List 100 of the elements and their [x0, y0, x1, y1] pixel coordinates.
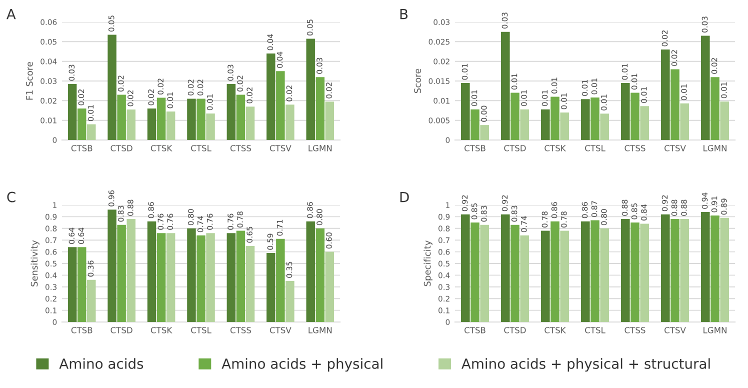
bar [226, 84, 236, 140]
bar [77, 247, 86, 322]
bar [206, 233, 215, 322]
x-tick-label: CTSD [110, 327, 132, 334]
x-tick-label: CTSK [150, 327, 172, 334]
bar [325, 252, 334, 322]
bar [670, 69, 680, 140]
x-tick-label: CTSB [71, 327, 92, 334]
bar [246, 106, 255, 140]
bar [187, 98, 196, 140]
legend-label: Amino acids + physical + structural [462, 358, 710, 372]
x-tick-label: CTSB [71, 145, 92, 152]
bar [661, 214, 670, 322]
x-tick-label: CTSS [624, 327, 646, 334]
bar [206, 113, 215, 140]
x-tick-label: CTSD [504, 327, 526, 334]
bar [156, 98, 166, 140]
bar [510, 224, 520, 322]
x-tick-label: CTSL [191, 145, 212, 152]
chart-title: C [7, 192, 16, 202]
bar [196, 98, 206, 140]
bar [581, 99, 590, 140]
x-tick-label: CTSV [664, 145, 686, 152]
bar [661, 50, 670, 140]
bar [710, 77, 720, 140]
bar [480, 224, 489, 322]
bar [126, 110, 136, 140]
bar [680, 103, 689, 140]
bar [266, 252, 276, 322]
x-tick-label: LGMN [704, 145, 726, 152]
x-tick-label: CTSD [110, 145, 132, 152]
bar [246, 246, 255, 322]
bar [510, 92, 520, 140]
y-axis-title: Score [414, 68, 421, 94]
bar [541, 230, 550, 322]
bar [550, 96, 560, 140]
y-axis-title: F1 Score [26, 62, 33, 100]
bar [236, 94, 246, 140]
bar [590, 220, 600, 322]
bar [550, 221, 560, 322]
bar [560, 230, 569, 322]
bar [640, 224, 649, 322]
bar [520, 109, 529, 140]
bar [286, 104, 294, 140]
y-axis-title: Specificity [424, 240, 432, 286]
bar [316, 228, 325, 322]
bar [276, 71, 285, 140]
x-tick-label: CTSS [230, 327, 251, 334]
bar [630, 92, 640, 140]
bar [108, 34, 116, 140]
x-tick-label: CTSS [230, 145, 251, 152]
bar [68, 84, 77, 140]
bar [710, 216, 720, 322]
x-tick-label: CTSB [464, 327, 486, 334]
bar [461, 214, 470, 322]
bar [87, 280, 96, 322]
x-tick-label: CTSD [504, 145, 526, 152]
bar [236, 230, 246, 322]
bar [316, 77, 325, 140]
x-tick-label: CTSV [270, 145, 292, 152]
x-tick-label: CTSS [624, 145, 646, 152]
bar [306, 38, 315, 140]
x-tick-label: CTSV [270, 327, 292, 334]
bar [680, 219, 689, 322]
x-tick-label: CTSB [464, 145, 486, 152]
bar [461, 82, 470, 140]
bar [68, 247, 77, 322]
bar [701, 212, 710, 322]
x-tick-label: CTSL [191, 327, 212, 334]
chart-title: D [400, 192, 409, 202]
bar [560, 112, 569, 140]
bar [117, 224, 126, 322]
bar [600, 228, 609, 322]
bar [166, 111, 176, 140]
bar [581, 221, 590, 322]
bar [501, 32, 510, 140]
chart-title: B [400, 8, 408, 20]
bar [541, 109, 550, 140]
bar [187, 228, 196, 322]
x-tick-label: CTSK [544, 327, 566, 334]
bar [276, 238, 285, 322]
bar [640, 106, 649, 140]
bar [701, 36, 710, 140]
x-tick-label: CTSK [544, 145, 566, 152]
bar [520, 235, 529, 322]
bar [126, 219, 136, 322]
bar [325, 102, 334, 140]
bar [117, 94, 126, 140]
bar [670, 219, 680, 322]
bar [77, 108, 86, 140]
x-tick-label: CTSL [585, 145, 606, 152]
y-axis-title: Sensitivity [30, 240, 40, 286]
bar [226, 233, 236, 322]
bar [470, 222, 480, 322]
bar [306, 221, 315, 322]
bar [621, 219, 630, 322]
bar [87, 124, 96, 140]
bar [286, 281, 294, 322]
bar [501, 214, 510, 322]
bar [266, 53, 276, 140]
